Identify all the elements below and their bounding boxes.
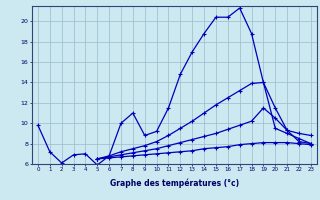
X-axis label: Graphe des températures (°c): Graphe des températures (°c) bbox=[110, 178, 239, 188]
